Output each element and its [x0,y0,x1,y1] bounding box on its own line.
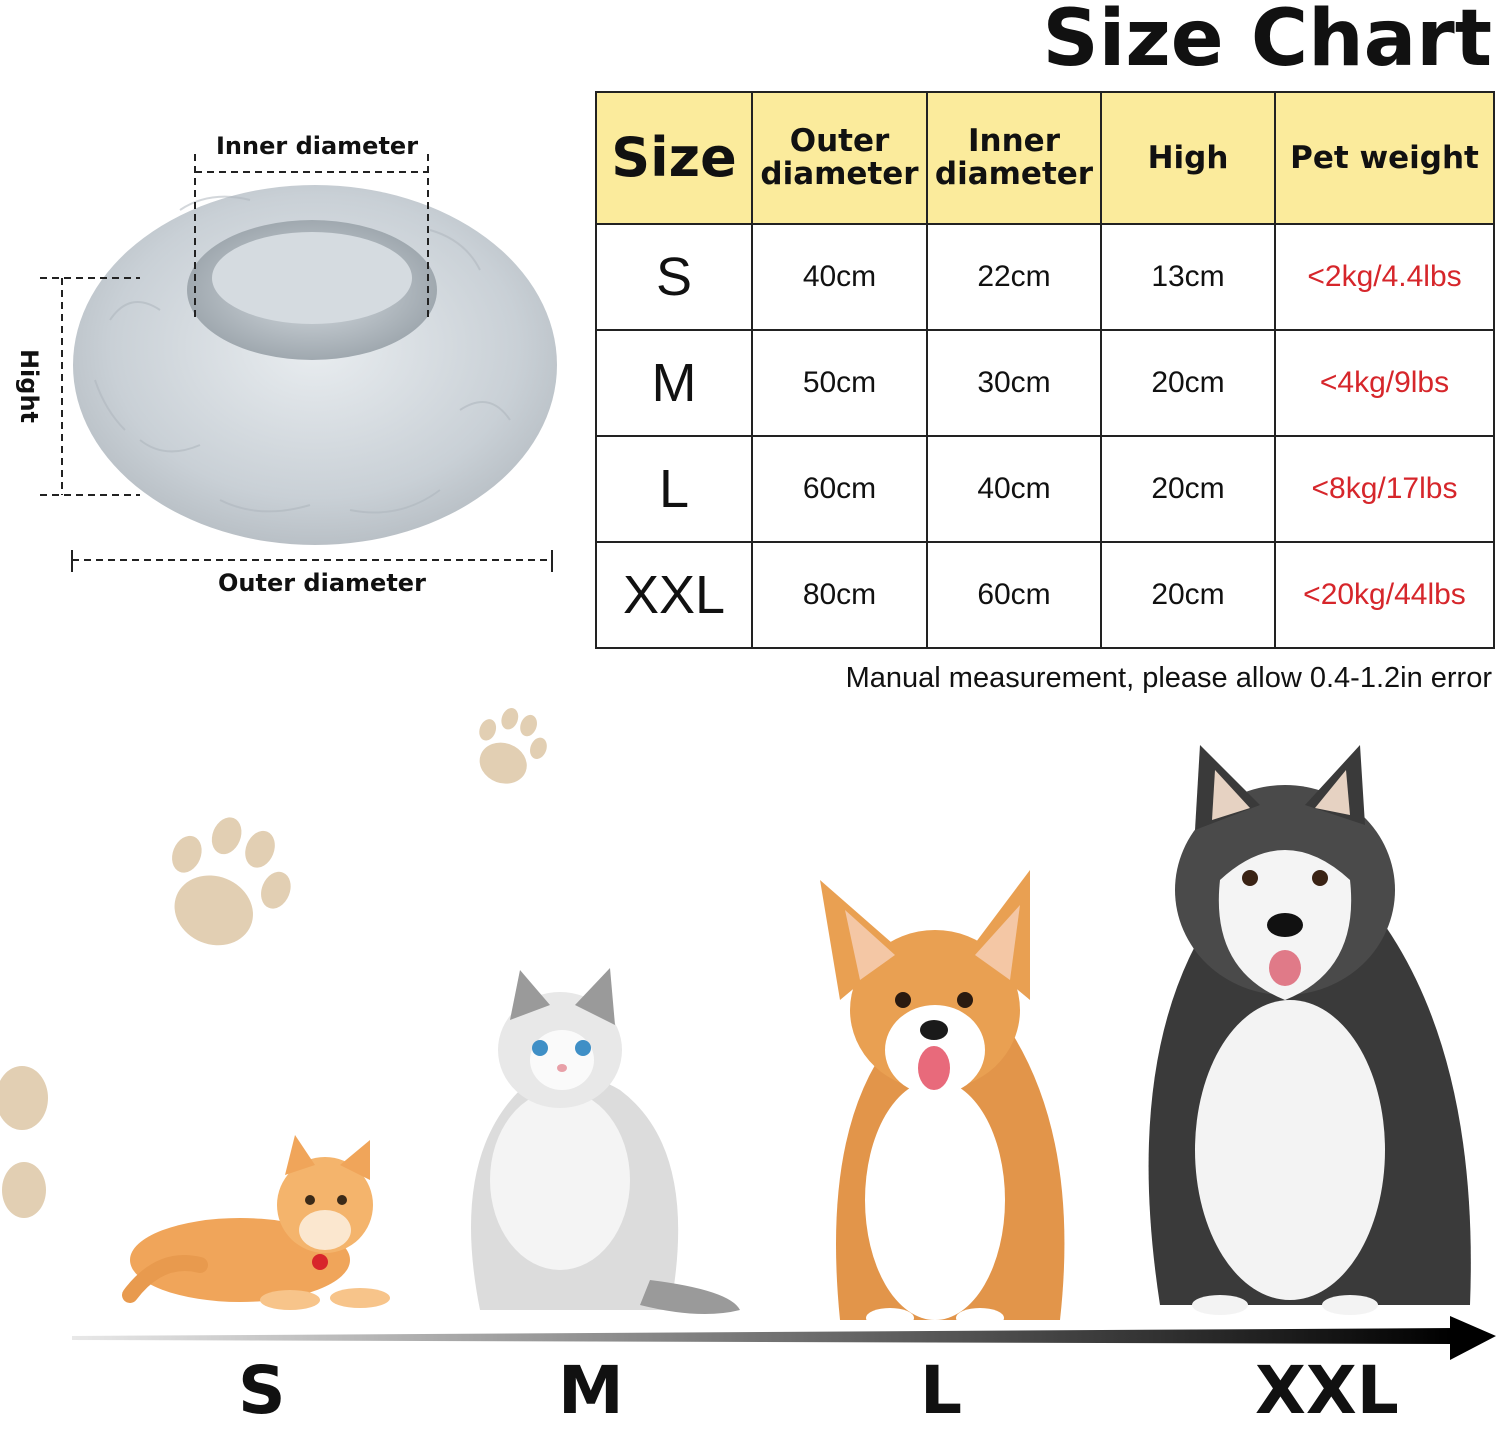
cell-inner: 30cm [926,329,1102,437]
paw-icon [172,817,291,946]
paw-icon [0,1066,48,1218]
cell-weight: <20kg/44lbs [1274,541,1495,649]
cell-inner: 40cm [926,435,1102,543]
pet-bed-image [73,185,557,545]
bed-diagram [40,154,557,572]
cell-weight: <8kg/17lbs [1274,435,1495,543]
corgi-image [820,870,1065,1320]
cell-inner: 60cm [926,541,1102,649]
cat-image [471,968,740,1314]
measurement-note: Manual measurement, please allow 0.4-1.2… [845,662,1492,694]
cell-weight: <4kg/9lbs [1274,329,1495,437]
scale-label-s: S [238,1352,286,1429]
scale-label-l: L [920,1352,963,1429]
cell-high: 20cm [1100,329,1276,437]
header-outer-diameter: Outer diameter [751,91,928,225]
cell-size: S [595,223,753,331]
cell-size: L [595,435,753,543]
paw-icon [479,708,547,784]
arrow-head-icon [1450,1316,1496,1360]
pets-illustration [122,745,1471,1320]
table-row: L 60cm 40cm 20cm <8kg/17lbs [595,435,1495,543]
arrow-shaft [72,1328,1455,1344]
header-size: Size [595,91,753,225]
scale-label-xxl: XXL [1255,1352,1399,1429]
cell-size: M [595,329,753,437]
scale-label-m: M [558,1352,624,1429]
cell-outer: 40cm [751,223,928,331]
kitten-image [122,1135,390,1310]
cell-outer: 50cm [751,329,928,437]
cell-high: 13cm [1100,223,1276,331]
table-row: S 40cm 22cm 13cm <2kg/4.4lbs [595,223,1495,331]
cell-outer: 60cm [751,435,928,543]
paw-prints [0,708,547,1218]
table-row: M 50cm 30cm 20cm <4kg/9lbs [595,329,1495,437]
inner-diameter-label: Inner diameter [216,132,419,160]
table-header-row: Size Outer diameter Inner diameter High … [595,91,1495,225]
header-pet-weight: Pet weight [1274,91,1495,225]
cell-size: XXL [595,541,753,649]
outer-diameter-label: Outer diameter [218,569,426,597]
cell-outer: 80cm [751,541,928,649]
cell-inner: 22cm [926,223,1102,331]
height-label: Hight [15,348,44,424]
cell-high: 20cm [1100,541,1276,649]
cell-high: 20cm [1100,435,1276,543]
header-inner-diameter: Inner diameter [926,91,1102,225]
size-arrow [72,1316,1496,1360]
cell-weight: <2kg/4.4lbs [1274,223,1495,331]
husky-image [1148,745,1471,1315]
page-title: Size Chart [1042,0,1492,84]
size-table: Size Outer diameter Inner diameter High … [595,91,1495,649]
header-high: High [1100,91,1276,225]
table-row: XXL 80cm 60cm 20cm <20kg/44lbs [595,541,1495,649]
